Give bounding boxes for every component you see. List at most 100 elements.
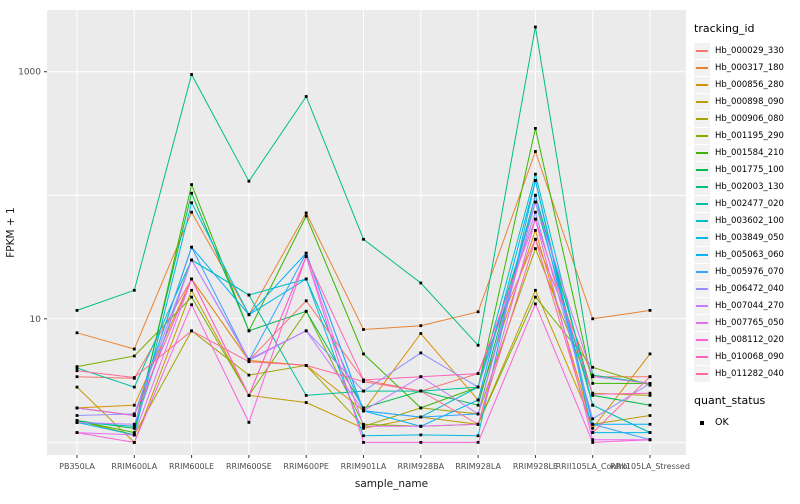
legend-item-label: Hb_002003_130 xyxy=(715,181,784,192)
data-point xyxy=(476,310,480,314)
legend-item-label: Hb_001584_210 xyxy=(715,147,784,158)
legend-key-swatch xyxy=(694,76,710,93)
legend-item-Hb_007044_270: Hb_007044_270 xyxy=(694,297,800,314)
legend-item-Hb_001584_210: Hb_001584_210 xyxy=(694,144,800,161)
data-point xyxy=(75,385,79,389)
data-point xyxy=(534,200,537,204)
data-point xyxy=(132,288,136,292)
legend-item-Hb_010068_090: Hb_010068_090 xyxy=(694,348,800,365)
data-point xyxy=(591,403,595,407)
data-point xyxy=(362,422,365,426)
data-point xyxy=(476,441,480,444)
data-point xyxy=(132,433,136,437)
data-point xyxy=(304,255,308,258)
legend-item-Hb_000317_180: Hb_000317_180 xyxy=(694,59,800,76)
data-point xyxy=(132,441,136,444)
data-point xyxy=(190,277,193,281)
legend-key-swatch xyxy=(694,144,710,161)
data-point xyxy=(534,172,537,176)
legend-item-label: Hb_003849_050 xyxy=(715,232,784,243)
data-point xyxy=(132,414,136,417)
legend-item-Hb_000029_330: Hb_000029_330 xyxy=(694,42,800,59)
legend-line-icon xyxy=(696,270,708,273)
legend-key-swatch xyxy=(694,331,710,348)
x-tick-label: RRII105LA_Stressed xyxy=(610,462,690,471)
legend-key-swatch xyxy=(694,297,710,314)
data-point xyxy=(304,95,308,98)
legend-line-icon xyxy=(696,321,708,324)
data-point xyxy=(648,414,652,417)
quant-status-legend-items: OK xyxy=(694,414,800,431)
data-point xyxy=(362,378,365,382)
x-tick-label: RRIM600LA xyxy=(111,462,157,471)
data-point xyxy=(591,382,595,385)
data-point xyxy=(247,360,251,364)
data-point xyxy=(476,372,480,375)
data-point xyxy=(534,210,537,214)
data-point xyxy=(75,431,79,434)
data-point xyxy=(419,375,423,379)
data-point xyxy=(247,293,251,297)
legend-line-icon xyxy=(696,202,708,205)
legend-item-Hb_002003_130: Hb_002003_130 xyxy=(694,178,800,195)
data-point xyxy=(591,431,595,434)
data-point xyxy=(648,403,652,407)
legend-line-icon xyxy=(696,304,708,307)
legend-item-label: Hb_002477_020 xyxy=(715,198,784,209)
data-point xyxy=(476,412,480,416)
legend-key-swatch xyxy=(694,93,710,110)
data-point xyxy=(362,389,365,393)
data-point xyxy=(304,251,308,255)
legend-item-Hb_007765_050: Hb_007765_050 xyxy=(694,314,800,331)
x-tick-label: PB350LA xyxy=(59,462,95,471)
x-tick-label: RRII105LA_Control xyxy=(556,462,630,471)
data-point xyxy=(247,179,251,183)
legend-item-label: Hb_010068_090 xyxy=(715,351,784,362)
legend-item-Hb_005063_060: Hb_005063_060 xyxy=(694,246,800,263)
legend-item-Hb_003849_050: Hb_003849_050 xyxy=(694,229,800,246)
data-point xyxy=(304,214,308,218)
data-point xyxy=(362,434,365,438)
data-point xyxy=(132,412,136,416)
data-point xyxy=(419,332,423,335)
data-point xyxy=(190,245,193,249)
legend-key-swatch xyxy=(694,195,710,212)
data-point xyxy=(591,441,595,444)
legend-item-label: Hb_011282_040 xyxy=(715,368,784,379)
legend-item-Hb_008112_020: Hb_008112_020 xyxy=(694,331,800,348)
data-point xyxy=(132,385,136,389)
chart-legend: tracking_id Hb_000029_330 Hb_000317_180 Hb… xyxy=(694,22,800,431)
data-point xyxy=(648,394,652,397)
legend-item-label: Hb_003602_100 xyxy=(715,215,784,226)
data-point xyxy=(648,382,652,385)
legend-key-swatch xyxy=(694,263,710,280)
legend-line-icon xyxy=(696,219,708,222)
data-point xyxy=(476,398,480,402)
legend-item-quant-OK: OK xyxy=(694,414,800,431)
data-point xyxy=(75,366,79,370)
legend-item-Hb_002477_020: Hb_002477_020 xyxy=(694,195,800,212)
data-point xyxy=(591,317,595,321)
data-point xyxy=(476,434,480,438)
legend-line-icon xyxy=(696,134,708,137)
data-point xyxy=(190,183,193,186)
legend-key-swatch xyxy=(694,348,710,365)
data-point xyxy=(362,441,365,444)
legend-item-label: Hb_006472_040 xyxy=(715,283,784,294)
data-point xyxy=(362,426,365,430)
data-point xyxy=(419,281,423,285)
legend-item-label: Hb_001775_100 xyxy=(715,164,784,175)
data-point xyxy=(648,391,652,395)
legend-item-Hb_001195_290: Hb_001195_290 xyxy=(694,127,800,144)
legend-point-icon xyxy=(700,420,704,425)
tracking-id-legend-title: tracking_id xyxy=(694,22,755,35)
data-point xyxy=(419,433,423,437)
data-point xyxy=(534,229,537,232)
legend-item-Hb_000898_090: Hb_000898_090 xyxy=(694,93,800,110)
x-tick-label: RRIM928LA xyxy=(455,462,501,471)
data-point xyxy=(419,415,423,419)
data-point xyxy=(132,347,136,351)
data-point xyxy=(132,403,136,407)
data-point xyxy=(362,409,365,413)
